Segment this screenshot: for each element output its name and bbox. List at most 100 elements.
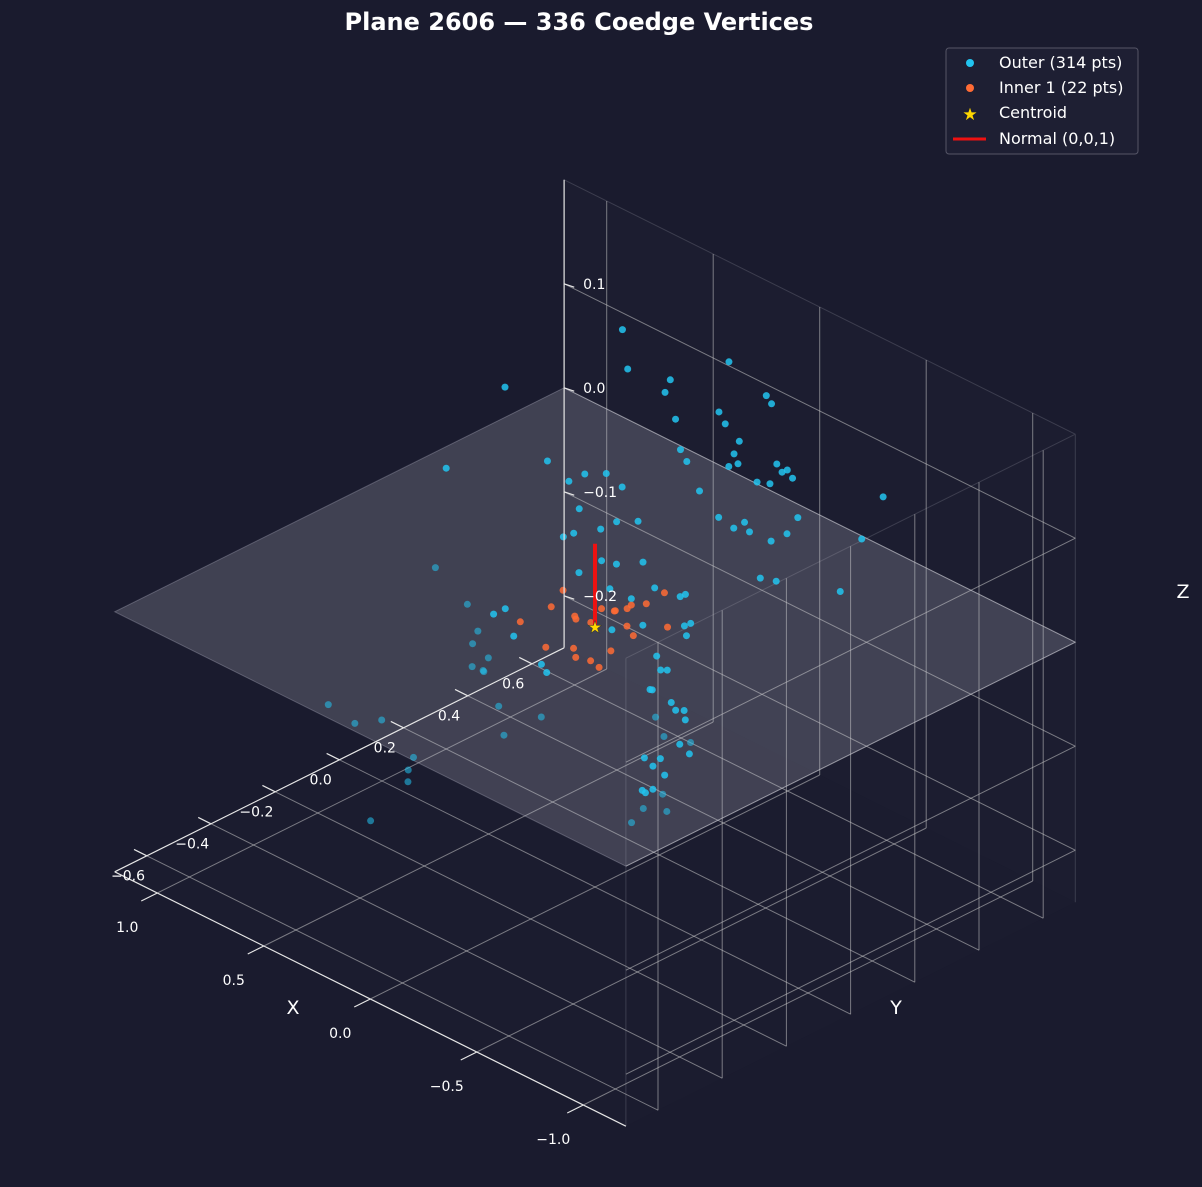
y-tick-mark [197, 816, 212, 825]
outer-point [575, 569, 583, 577]
z-tick-mark [563, 387, 575, 392]
outer-point [510, 632, 518, 640]
legend-outer-marker [966, 59, 974, 67]
inner-point [623, 622, 631, 630]
outer-point [715, 513, 723, 521]
outer-point [602, 470, 610, 477]
outer-point [500, 731, 508, 739]
outer-point [836, 588, 844, 595]
grid-line-z-wall [625, 849, 1076, 1075]
legend-outer-label: Outer (314 pts) [999, 53, 1122, 72]
outer-point [474, 627, 482, 635]
outer-point [651, 584, 659, 592]
x-tick-label: 0.5 [223, 973, 245, 989]
outer-point [442, 464, 450, 472]
outer-point [378, 716, 386, 724]
outer-point [351, 719, 359, 727]
outer-point [725, 358, 733, 366]
y-tick-label: 0.6 [502, 676, 524, 692]
inner-point [572, 615, 580, 623]
outer-point [773, 460, 781, 468]
inner-point [516, 618, 524, 626]
outer-point [628, 819, 636, 827]
outer-point [730, 524, 738, 532]
outer-point [659, 790, 667, 798]
outer-point [767, 537, 775, 545]
axes: −1.0 −0.5 0.0 0.5 1.0 −0.6 −0.4 −0.2 0.0 0.2 0.4 0.… [111, 179, 627, 1148]
z-tick-mark [563, 491, 575, 496]
outer-point [778, 468, 786, 476]
outer-point [575, 505, 583, 513]
inner-point [607, 647, 615, 655]
outer-point [570, 529, 578, 537]
grid-line-z-wall [625, 641, 1076, 867]
legend-centroid-label: Centroid [999, 103, 1067, 122]
y-tick-label: 0.2 [374, 740, 396, 756]
outer-point [672, 706, 680, 714]
outer-point [634, 517, 642, 525]
outer-point [608, 626, 616, 634]
outer-point [598, 557, 606, 565]
inner-point [559, 586, 567, 594]
z-tick-mark [563, 595, 575, 600]
inner-point [642, 600, 650, 608]
outer-point [479, 667, 487, 674]
centroid-marker: ★ [587, 618, 602, 638]
x-tick-mark [353, 998, 371, 1008]
outer-point [612, 560, 620, 568]
outer-point [537, 713, 545, 721]
inner-point [664, 623, 672, 631]
outer-point [656, 755, 664, 763]
grid-line-z-wall [625, 745, 1076, 971]
z-tick-label: 0.0 [583, 381, 605, 397]
grid-line-y-floor [146, 855, 659, 1111]
grid-line-y-floor [274, 791, 787, 1047]
outer-point [484, 654, 492, 662]
outer-point [663, 666, 671, 674]
outer-point [772, 577, 780, 585]
outer-point [495, 702, 503, 710]
grid-line-z-wall [563, 491, 1076, 747]
outer-point [661, 771, 669, 779]
outer-point [652, 713, 660, 721]
outer-point [735, 437, 743, 445]
outer-point [501, 605, 509, 613]
legend-frame [945, 47, 1139, 155]
outer-point [783, 466, 791, 474]
grid-line-y-floor [403, 727, 916, 983]
outer-point [648, 686, 656, 694]
outer-point [469, 640, 477, 648]
outer-point [501, 383, 509, 391]
outer-point [661, 388, 669, 396]
legend-inner-label: Inner 1 (22 pts) [999, 78, 1123, 97]
inner-point [595, 663, 603, 671]
outer-point [537, 660, 545, 668]
outer-point [685, 750, 693, 758]
x-tick-mark [140, 892, 158, 902]
inner-point [598, 605, 606, 613]
outer-point [753, 478, 761, 486]
outer-point [756, 574, 764, 582]
z-tick-label: −0.2 [583, 589, 617, 605]
outer-point [404, 778, 412, 786]
outer-point [468, 663, 476, 671]
outer-point [613, 518, 621, 526]
outer-point [858, 535, 866, 543]
y-tick-mark [454, 688, 469, 697]
x-tick-label: 1.0 [116, 920, 138, 936]
outer-point [783, 530, 791, 538]
outer-point [715, 408, 723, 416]
outer-point [672, 415, 680, 423]
outer-point [653, 652, 661, 660]
outer-point [683, 458, 691, 466]
outer-point [666, 376, 674, 384]
outer-point [768, 400, 776, 408]
x-axis-label: X [286, 997, 299, 1019]
outer-point [618, 326, 626, 334]
grid-line-z-wall [563, 283, 1076, 539]
outer-point [789, 474, 797, 482]
inner-point [570, 644, 578, 652]
outer-point [404, 766, 412, 774]
outer-point [766, 480, 774, 488]
